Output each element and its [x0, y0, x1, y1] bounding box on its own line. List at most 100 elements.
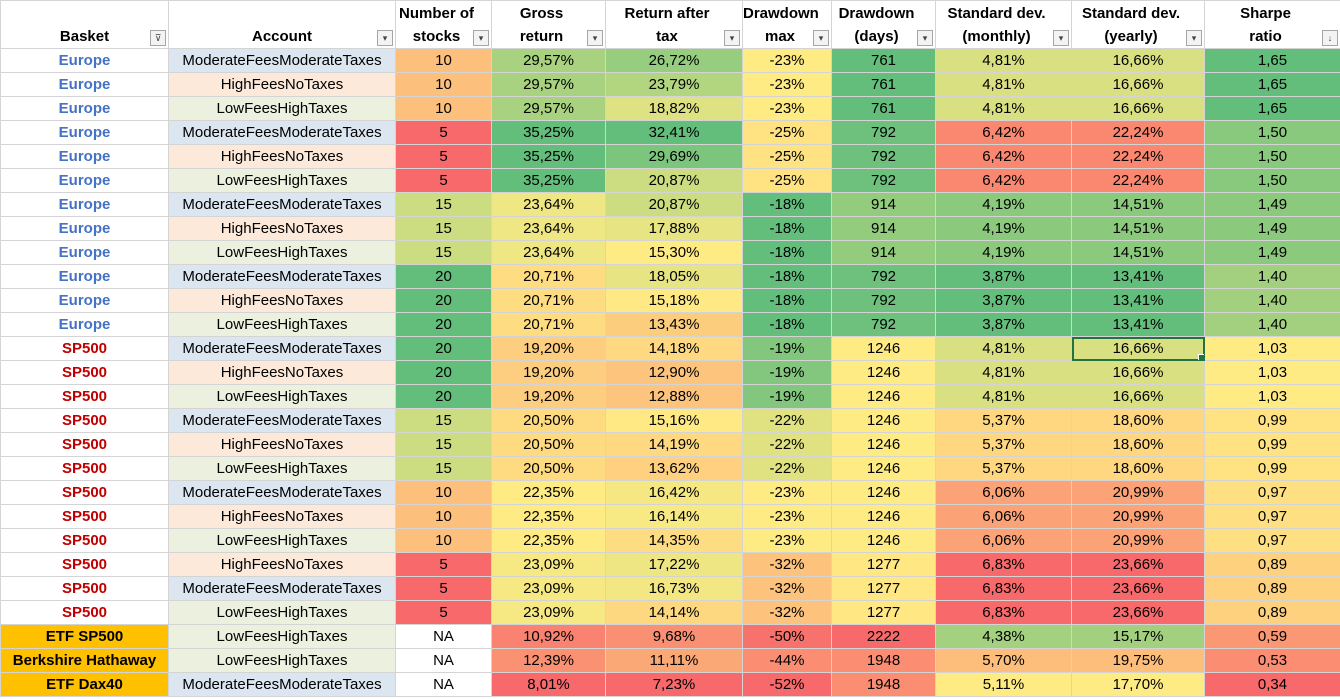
cell-gross[interactable]: 12,39% — [491, 648, 606, 673]
sort-descending-icon[interactable]: ↓ — [1322, 30, 1338, 46]
cell-sdm[interactable]: 4,81% — [935, 336, 1072, 361]
dropdown-arrow-icon[interactable]: ▾ — [587, 30, 603, 46]
cell-sharpe[interactable]: 1,49 — [1204, 192, 1340, 217]
cell-ddmax[interactable]: -18% — [742, 216, 832, 241]
cell-sharpe[interactable]: 1,65 — [1204, 96, 1340, 121]
cell-sharpe[interactable]: 0,97 — [1204, 528, 1340, 553]
cell-sharpe[interactable]: 1,03 — [1204, 384, 1340, 409]
cell-sharpe[interactable]: 1,65 — [1204, 48, 1340, 73]
cell-sdy[interactable]: 20,99% — [1071, 528, 1205, 553]
cell-sdm[interactable]: 3,87% — [935, 288, 1072, 313]
cell-ddmax[interactable]: -52% — [742, 672, 832, 697]
header-sdm[interactable]: Standard dev. (monthly) ▾ — [935, 0, 1072, 49]
cell-ret[interactable]: 9,68% — [605, 624, 743, 649]
cell-basket[interactable]: SP500 — [0, 384, 169, 409]
cell-sdm[interactable]: 5,37% — [935, 456, 1072, 481]
cell-sharpe[interactable]: 1,50 — [1204, 120, 1340, 145]
cell-sharpe[interactable]: 0,97 — [1204, 504, 1340, 529]
cell-gross[interactable]: 29,57% — [491, 96, 606, 121]
cell-basket[interactable]: SP500 — [0, 528, 169, 553]
cell-ddays[interactable]: 792 — [831, 264, 936, 289]
cell-account[interactable]: LowFeesHighTaxes — [168, 240, 396, 265]
dropdown-arrow-icon[interactable]: ▾ — [813, 30, 829, 46]
cell-basket[interactable]: SP500 — [0, 552, 169, 577]
cell-account[interactable]: HighFeesNoTaxes — [168, 144, 396, 169]
cell-sdy[interactable]: 18,60% — [1071, 432, 1205, 457]
cell-account[interactable]: LowFeesHighTaxes — [168, 168, 396, 193]
dropdown-arrow-icon[interactable]: ▾ — [1053, 30, 1069, 46]
cell-sdy[interactable]: 16,66% — [1071, 360, 1205, 385]
cell-sharpe[interactable]: 0,53 — [1204, 648, 1340, 673]
cell-ddays[interactable]: 1277 — [831, 576, 936, 601]
cell-account[interactable]: ModerateFeesModerateTaxes — [168, 120, 396, 145]
cell-stocks[interactable]: 20 — [395, 384, 492, 409]
cell-stocks[interactable]: 15 — [395, 240, 492, 265]
cell-sharpe[interactable]: 0,97 — [1204, 480, 1340, 505]
cell-sdm[interactable]: 3,87% — [935, 312, 1072, 337]
cell-ddays[interactable]: 1246 — [831, 456, 936, 481]
cell-ddmax[interactable]: -23% — [742, 528, 832, 553]
cell-gross[interactable]: 20,71% — [491, 312, 606, 337]
cell-basket[interactable]: Europe — [0, 168, 169, 193]
header-stocks[interactable]: Number of stocks ▾ — [395, 0, 492, 49]
cell-gross[interactable]: 35,25% — [491, 168, 606, 193]
cell-sdm[interactable]: 4,19% — [935, 216, 1072, 241]
cell-ddays[interactable]: 1277 — [831, 600, 936, 625]
cell-stocks[interactable]: 5 — [395, 120, 492, 145]
cell-stocks[interactable]: 15 — [395, 408, 492, 433]
cell-sdy[interactable]: 16,66% — [1071, 336, 1205, 361]
cell-sdm[interactable]: 4,38% — [935, 624, 1072, 649]
dropdown-arrow-icon[interactable]: ▾ — [1186, 30, 1202, 46]
cell-sdy[interactable]: 14,51% — [1071, 216, 1205, 241]
cell-ret[interactable]: 15,16% — [605, 408, 743, 433]
cell-account[interactable]: ModerateFeesModerateTaxes — [168, 48, 396, 73]
cell-sharpe[interactable]: 0,99 — [1204, 408, 1340, 433]
cell-ddays[interactable]: 1277 — [831, 552, 936, 577]
cell-ddmax[interactable]: -23% — [742, 480, 832, 505]
cell-basket[interactable]: Europe — [0, 144, 169, 169]
cell-gross[interactable]: 23,64% — [491, 216, 606, 241]
cell-ddmax[interactable]: -25% — [742, 144, 832, 169]
cell-basket[interactable]: Europe — [0, 216, 169, 241]
cell-stocks[interactable]: 5 — [395, 600, 492, 625]
cell-basket[interactable]: SP500 — [0, 600, 169, 625]
cell-ret[interactable]: 18,82% — [605, 96, 743, 121]
cell-sdy[interactable]: 14,51% — [1071, 192, 1205, 217]
cell-stocks[interactable]: 20 — [395, 336, 492, 361]
cell-ddmax[interactable]: -23% — [742, 96, 832, 121]
cell-basket[interactable]: Europe — [0, 312, 169, 337]
cell-sdm[interactable]: 3,87% — [935, 264, 1072, 289]
cell-gross[interactable]: 35,25% — [491, 144, 606, 169]
cell-sdy[interactable]: 13,41% — [1071, 312, 1205, 337]
cell-ret[interactable]: 20,87% — [605, 168, 743, 193]
cell-ddmax[interactable]: -23% — [742, 504, 832, 529]
header-ret[interactable]: Return after tax ▾ — [605, 0, 743, 49]
cell-stocks[interactable]: 20 — [395, 288, 492, 313]
cell-gross[interactable]: 23,64% — [491, 240, 606, 265]
cell-sdm[interactable]: 5,37% — [935, 432, 1072, 457]
cell-basket[interactable]: SP500 — [0, 504, 169, 529]
cell-basket[interactable]: SP500 — [0, 456, 169, 481]
cell-account[interactable]: HighFeesNoTaxes — [168, 552, 396, 577]
cell-ddmax[interactable]: -18% — [742, 240, 832, 265]
cell-account[interactable]: LowFeesHighTaxes — [168, 384, 396, 409]
cell-ret[interactable]: 13,62% — [605, 456, 743, 481]
cell-ret[interactable]: 16,14% — [605, 504, 743, 529]
cell-ret[interactable]: 15,18% — [605, 288, 743, 313]
cell-sharpe[interactable]: 0,99 — [1204, 456, 1340, 481]
cell-stocks[interactable]: 5 — [395, 552, 492, 577]
cell-basket[interactable]: SP500 — [0, 336, 169, 361]
cell-basket[interactable]: SP500 — [0, 576, 169, 601]
header-basket[interactable]: Basket ⊽ — [0, 0, 169, 49]
cell-ddays[interactable]: 1246 — [831, 432, 936, 457]
cell-ddays[interactable]: 792 — [831, 312, 936, 337]
cell-account[interactable]: LowFeesHighTaxes — [168, 648, 396, 673]
cell-sharpe[interactable]: 1,49 — [1204, 216, 1340, 241]
cell-gross[interactable]: 23,09% — [491, 600, 606, 625]
cell-account[interactable]: HighFeesNoTaxes — [168, 288, 396, 313]
dropdown-arrow-icon[interactable]: ▾ — [473, 30, 489, 46]
cell-ddmax[interactable]: -22% — [742, 408, 832, 433]
cell-gross[interactable]: 29,57% — [491, 72, 606, 97]
cell-ddays[interactable]: 792 — [831, 120, 936, 145]
cell-basket[interactable]: Europe — [0, 264, 169, 289]
